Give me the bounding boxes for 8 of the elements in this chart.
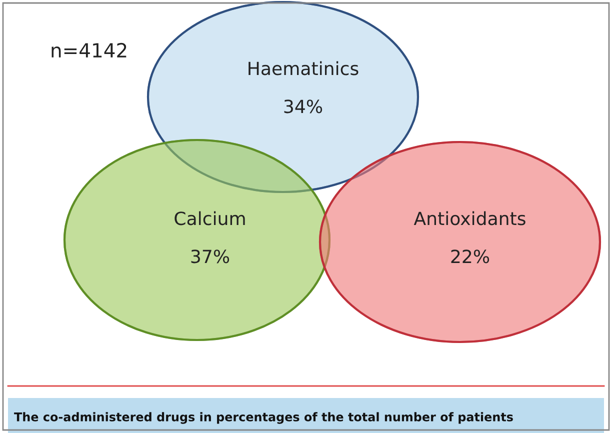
data-label: 37% xyxy=(191,250,230,264)
text: n=4142 xyxy=(52,42,126,58)
data-label: 22% xyxy=(451,250,490,264)
text: The co-administered drugs in percentages of the total number of patients xyxy=(14,412,513,424)
category-label: Antioxidants xyxy=(414,211,526,226)
category-label: Haematinics xyxy=(248,61,358,76)
category-label: Calcium xyxy=(174,211,245,226)
data-label: 34% xyxy=(284,100,322,114)
